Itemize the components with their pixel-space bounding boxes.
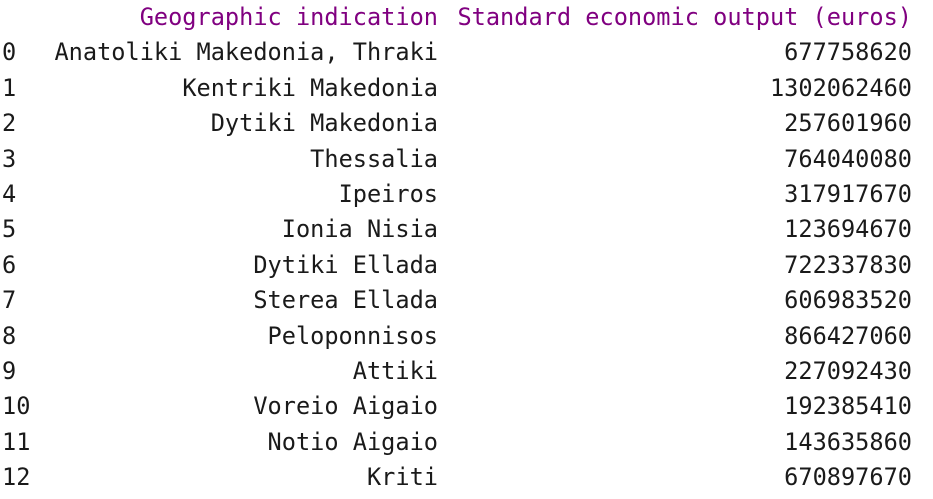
geo-cell: Sterea Ellada [253,286,438,315]
row-index: 6 [2,250,17,279]
index-header [2,0,46,35]
output-cell: 670897670 [784,463,912,492]
geo-cell: Anatoliki Makedonia, Thraki [54,38,438,67]
geo-cell: Ionia Nisia [281,215,438,244]
geo-cell: Ipeiros [338,179,438,208]
output-cell: 722337830 [784,250,912,279]
geo-cell: Voreio Aigaio [253,392,438,421]
row-index: 7 [2,286,17,315]
output-cell: 866427060 [784,321,912,350]
row-index: 5 [2,215,17,244]
row-index: 0 [2,38,17,67]
geo-cell: Attiki [352,356,438,385]
column-header-geographic-indication: Geographic indication [139,3,438,31]
row-index: 2 [2,109,17,138]
geo-cell: Peloponnisos [267,321,438,350]
geo-cell: Kriti [366,463,438,492]
output-cell: 317917670 [784,179,912,208]
geo-cell: Dytiki Makedonia [210,109,438,138]
output-cell: 606983520 [784,286,912,315]
geo-cell: Kentriki Makedonia [182,73,438,102]
output-cell: 143635860 [784,427,912,456]
output-cell: 192385410 [784,392,912,421]
output-cell: 123694670 [784,215,912,244]
row-index: 8 [2,321,17,350]
geo-cell: Notio Aigaio [267,427,438,456]
row-index: 10 [2,392,31,421]
row-index: 1 [2,73,17,102]
output-cell: 1302062460 [769,73,912,102]
row-index: 3 [2,144,17,173]
row-index: 11 [2,427,31,456]
geo-cell: Dytiki Ellada [253,250,438,279]
row-index: 12 [2,463,31,492]
row-index: 9 [2,356,17,385]
column-header-standard-economic-output: Standard economic output (euros) [457,3,912,31]
geo-cell: Thessalia [310,144,438,173]
output-cell: 227092430 [784,356,912,385]
row-index: 4 [2,179,17,208]
output-cell: 257601960 [784,109,912,138]
output-cell: 764040080 [784,144,912,173]
output-cell: 677758620 [784,38,912,67]
